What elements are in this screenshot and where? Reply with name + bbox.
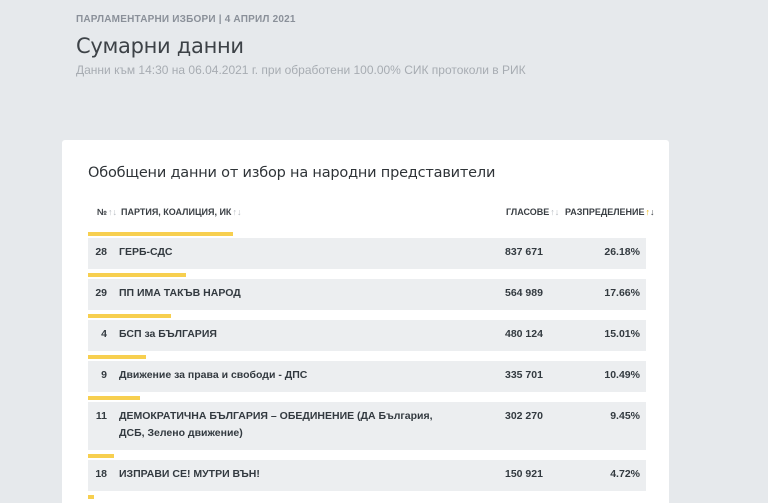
table-row-group: 4 БСП за БЪЛГАРИЯ 480 124 15.01%	[88, 314, 646, 351]
vote-percentage: 9.45%	[610, 410, 640, 422]
table-row-group: 29 ПП ИМА ТАКЪВ НАРОД 564 989 17.66%	[88, 273, 646, 310]
vote-count: 480 124	[505, 328, 543, 340]
share-bar	[88, 396, 140, 400]
table-row[interactable]: 29 ПП ИМА ТАКЪВ НАРОД 564 989 17.66%	[88, 279, 646, 310]
election-overline: ПАРЛАМЕНТАРНИ ИЗБОРИ | 4 АПРИЛ 2021	[76, 14, 296, 25]
sort-desc-icon[interactable]: ↑↓	[645, 207, 655, 217]
table-row-group: 9 Движение за права и свободи - ДПС 335 70…	[88, 355, 646, 392]
vote-count: 335 701	[505, 369, 543, 381]
share-bar	[88, 273, 186, 277]
table-row[interactable]: 18 ИЗПРАВИ СЕ! МУТРИ ВЪН! 150 921 4.72%	[88, 460, 646, 491]
sort-icon[interactable]: ↑↓	[550, 207, 560, 217]
table-header: №↑↓ ПАРТИЯ, КОАЛИЦИЯ, ИК↑↓ ГЛАСОВЕ↑↓ РАЗ…	[88, 207, 655, 223]
table-row-group: 18 ИЗПРАВИ СЕ! МУТРИ ВЪН! 150 921 4.72%	[88, 454, 646, 491]
vote-count: 302 270	[505, 410, 543, 422]
party-name: ДЕМОКРАТИЧНА БЪЛГАРИЯ – ОБЕДИНЕНИЕ (ДА Б…	[119, 410, 433, 439]
table-row[interactable]: 11 ДЕМОКРАТИЧНА БЪЛГАРИЯ – ОБЕДИНЕНИЕ (ДА…	[88, 402, 646, 450]
share-bar	[88, 314, 171, 318]
vote-percentage: 17.66%	[604, 287, 640, 299]
sort-icon[interactable]: ↑↓	[232, 207, 242, 217]
party-number: 29	[95, 287, 107, 299]
share-bar	[88, 232, 233, 236]
vote-percentage: 10.49%	[604, 369, 640, 381]
results-table-body: 28 ГЕРБ-СДС 837 671 26.18% 29 ПП ИМА ТАКЪВ НА…	[88, 232, 646, 501]
page-title: Сумарни данни	[76, 34, 244, 58]
party-number: 11	[95, 410, 107, 422]
table-row-group: 11 ДЕМОКРАТИЧНА БЪЛГАРИЯ – ОБЕДИНЕНИЕ (ДА…	[88, 396, 646, 450]
party-name: ИЗПРАВИ СЕ! МУТРИ ВЪН!	[119, 468, 260, 480]
sort-icon[interactable]: ↑↓	[108, 207, 118, 217]
column-header-votes[interactable]: ГЛАСОВЕ↑↓	[506, 207, 560, 217]
table-row[interactable]: 4 БСП за БЪЛГАРИЯ 480 124 15.01%	[88, 320, 646, 351]
share-bar	[88, 355, 146, 359]
table-row[interactable]: 9 Движение за права и свободи - ДПС 335 70…	[88, 361, 646, 392]
results-card: Обобщени данни от избор на народни предс…	[62, 140, 669, 503]
card-title: Обобщени данни от избор на народни предс…	[88, 165, 496, 181]
vote-percentage: 26.18%	[604, 246, 640, 258]
party-number: 18	[95, 468, 107, 480]
vote-percentage: 4.72%	[610, 468, 640, 480]
column-header-number[interactable]: №↑↓	[97, 207, 118, 217]
column-header-distribution[interactable]: РАЗПРЕДЕЛЕНИЕ↑↓	[565, 207, 655, 217]
share-bar	[88, 495, 94, 499]
page-header: ПАРЛАМЕНТАРНИ ИЗБОРИ | 4 АПРИЛ 2021 Сума…	[76, 14, 756, 77]
vote-count: 564 989	[505, 287, 543, 299]
table-row[interactable]: 28 ГЕРБ-СДС 837 671 26.18%	[88, 238, 646, 269]
table-row-group	[88, 495, 646, 499]
party-number: 4	[101, 328, 107, 340]
party-name: ГЕРБ-СДС	[119, 246, 173, 258]
vote-count: 837 671	[505, 246, 543, 258]
party-number: 28	[95, 246, 107, 258]
party-name: БСП за БЪЛГАРИЯ	[119, 328, 217, 340]
vote-percentage: 15.01%	[604, 328, 640, 340]
share-bar	[88, 454, 114, 458]
table-row-group: 28 ГЕРБ-СДС 837 671 26.18%	[88, 232, 646, 269]
party-number: 9	[101, 369, 107, 381]
column-header-party[interactable]: ПАРТИЯ, КОАЛИЦИЯ, ИК↑↓	[121, 207, 242, 217]
party-name: Движение за права и свободи - ДПС	[119, 369, 308, 381]
page-subtitle: Данни към 14:30 на 06.04.2021 г. при обр…	[76, 63, 526, 77]
vote-count: 150 921	[505, 468, 543, 480]
party-name: ПП ИМА ТАКЪВ НАРОД	[119, 287, 241, 299]
